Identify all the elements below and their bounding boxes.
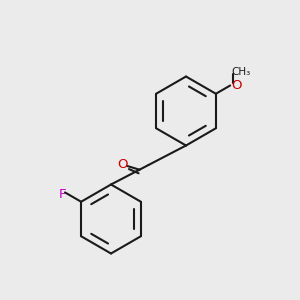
Text: CH₃: CH₃ [231, 67, 250, 77]
Text: O: O [118, 158, 128, 171]
Text: O: O [231, 79, 242, 92]
Text: F: F [59, 188, 67, 201]
